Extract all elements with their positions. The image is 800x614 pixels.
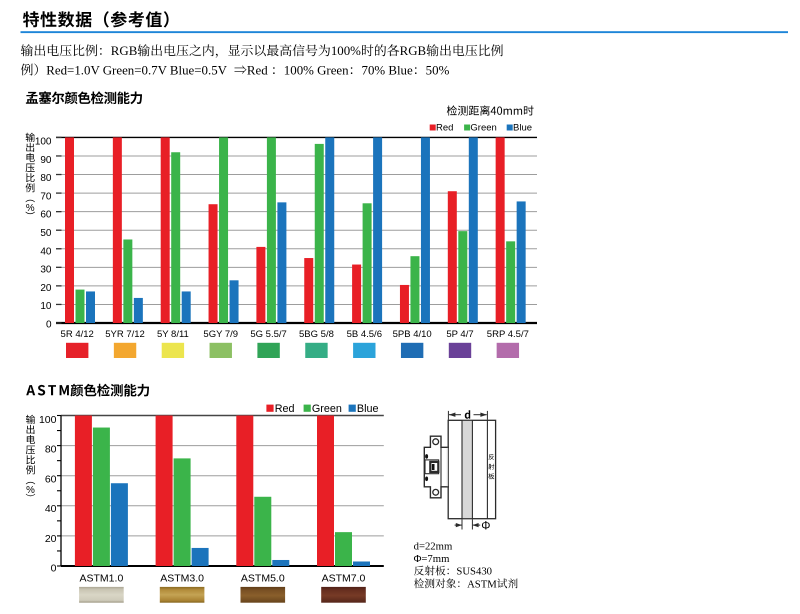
svg-text:d=22mm: d=22mm [414, 541, 453, 553]
svg-text:50: 50 [40, 228, 52, 239]
svg-text:60: 60 [45, 473, 57, 485]
svg-text:RGB: RGB [400, 44, 427, 58]
svg-text:Φ: Φ [481, 520, 490, 532]
svg-text:5P 4/7: 5P 4/7 [446, 329, 473, 340]
svg-text:5PB 4/10: 5PB 4/10 [393, 329, 432, 340]
svg-text:0: 0 [46, 320, 52, 331]
svg-text:5Y 8/11: 5Y 8/11 [157, 329, 189, 340]
svg-text:ASTM1.0: ASTM1.0 [80, 573, 124, 585]
svg-text:70: 70 [40, 191, 52, 202]
svg-text:100: 100 [39, 414, 57, 426]
svg-text:100%: 100% [331, 44, 361, 58]
svg-text:Green: Green [470, 122, 496, 133]
svg-text:Red: Red [275, 403, 295, 415]
svg-text:20: 20 [40, 283, 52, 294]
svg-text:40: 40 [40, 246, 52, 257]
svg-text:80: 80 [45, 444, 57, 456]
svg-text:SUS430: SUS430 [456, 566, 492, 578]
svg-text:5YR 7/12: 5YR 7/12 [105, 329, 145, 340]
svg-text:5BG 5/8: 5BG 5/8 [299, 329, 334, 340]
svg-text:10: 10 [40, 301, 52, 312]
svg-text:20: 20 [45, 533, 57, 545]
svg-text:70% Blue: 70% Blue [362, 63, 413, 77]
svg-text:5G 5.5/7: 5G 5.5/7 [250, 329, 286, 340]
svg-text:Blue: Blue [357, 403, 379, 415]
svg-text:ASTM3.0: ASTM3.0 [160, 573, 204, 585]
svg-text:0: 0 [51, 563, 57, 575]
svg-text:%: % [26, 485, 35, 496]
svg-text:5R 4/12: 5R 4/12 [61, 329, 94, 340]
svg-text:40: 40 [45, 503, 57, 515]
svg-text:ASTM5.0: ASTM5.0 [241, 573, 285, 585]
svg-text:Red: Red [247, 63, 268, 77]
svg-text:%: % [26, 203, 35, 214]
svg-text:90: 90 [40, 155, 52, 166]
svg-text:Green: Green [312, 403, 342, 415]
svg-text:ASTM: ASTM [467, 578, 497, 590]
svg-text:Red: Red [436, 122, 453, 133]
svg-text:RGB: RGB [111, 44, 138, 58]
svg-text:50%: 50% [426, 63, 450, 77]
svg-text:Blue: Blue [513, 122, 532, 133]
svg-text:80: 80 [40, 173, 52, 184]
svg-text:Red=1.0V Green=0.7V Blue=0.5V: Red=1.0V Green=0.7V Blue=0.5V [46, 63, 227, 77]
svg-text:100% Green: 100% Green [284, 63, 349, 77]
svg-text:5RP 4.5/7: 5RP 4.5/7 [487, 329, 529, 340]
svg-text:Φ=7mm: Φ=7mm [414, 553, 450, 565]
svg-text:60: 60 [40, 210, 52, 221]
svg-text:100: 100 [35, 137, 52, 148]
svg-text:5B 4.5/6: 5B 4.5/6 [347, 329, 382, 340]
svg-text:30: 30 [40, 265, 52, 276]
svg-text:5GY 7/9: 5GY 7/9 [203, 329, 238, 340]
svg-text:ASTM7.0: ASTM7.0 [322, 573, 366, 585]
